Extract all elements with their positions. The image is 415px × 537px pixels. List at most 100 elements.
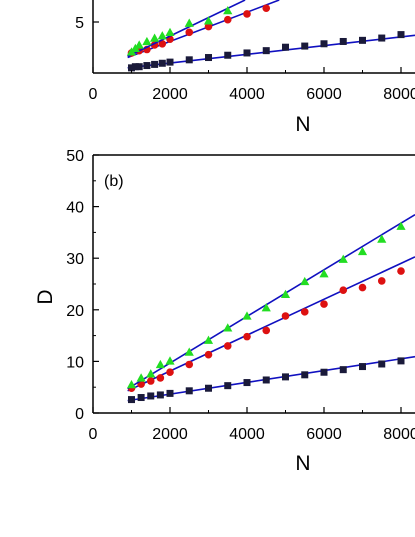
panel-bottom-point-square bbox=[243, 379, 251, 387]
panel-bottom-y-axis-label: D bbox=[34, 289, 57, 304]
panel-top-point-square bbox=[151, 60, 159, 68]
panel-bottom-point-circle bbox=[185, 360, 194, 369]
panel-bottom-panel-label: (b) bbox=[104, 173, 124, 190]
panel-top-fit-line-square bbox=[127, 34, 415, 69]
panel-top-point-circle bbox=[185, 28, 194, 37]
panel-bottom-point-triangle bbox=[184, 347, 194, 356]
panel-bottom-point-triangle bbox=[242, 311, 252, 320]
panel-top-x-tick-label: 0 bbox=[89, 86, 98, 103]
panel-bottom-point-circle bbox=[146, 377, 155, 385]
panel-bottom-point-square bbox=[128, 396, 135, 404]
panel-bottom-point-circle bbox=[156, 374, 165, 382]
panel-top-point-square bbox=[243, 49, 251, 57]
panel-top-point-square bbox=[301, 42, 309, 50]
panel-bottom-point-square bbox=[282, 373, 289, 381]
panel-top-point-square bbox=[131, 63, 139, 71]
panel-top-point-square bbox=[397, 31, 405, 39]
panel-bottom-point-triangle bbox=[165, 356, 175, 365]
panel-top-point-square bbox=[224, 51, 232, 59]
panel-bottom-y-tick-label: 20 bbox=[66, 303, 84, 320]
panel-top-point-square bbox=[158, 59, 166, 67]
panel-top-point-circle bbox=[158, 39, 167, 48]
panel-bottom-point-square bbox=[320, 368, 328, 376]
panel-bottom-point-square bbox=[378, 360, 386, 368]
panel-bottom-point-triangle bbox=[280, 289, 291, 298]
panel-bottom-point-circle bbox=[339, 286, 348, 294]
panel-bottom-x-tick-label: 4000 bbox=[229, 426, 265, 443]
panel-bottom-point-circle bbox=[358, 283, 367, 292]
panel-bottom-point-triangle bbox=[396, 221, 406, 230]
panel-top-point-square bbox=[339, 37, 347, 45]
panel-top-point-square bbox=[143, 62, 151, 70]
panel-bottom-point-square bbox=[166, 389, 174, 397]
panel-bottom-x-tick-label: 6000 bbox=[306, 426, 342, 443]
panel-top-point-square bbox=[320, 40, 328, 48]
panel-bottom-point-triangle bbox=[377, 234, 387, 243]
panel-bottom-point-triangle bbox=[357, 246, 368, 256]
panel-bottom-point-square bbox=[205, 384, 212, 392]
panel-top-point-triangle bbox=[223, 5, 233, 15]
panel-bottom-point-square bbox=[156, 391, 164, 399]
panel-bottom-point-circle bbox=[223, 342, 232, 350]
panel-bottom-point-triangle bbox=[146, 369, 156, 378]
panel-bottom-point-square bbox=[301, 371, 309, 379]
panel-bottom-point-circle bbox=[281, 312, 290, 320]
panel-top-point-square bbox=[262, 47, 270, 55]
panel-bottom-point-circle bbox=[397, 267, 405, 275]
panel-top-x-axis-label: N bbox=[295, 113, 310, 136]
panel-top-point-triangle bbox=[184, 18, 194, 27]
panel-top-x-tick-label: 2000 bbox=[152, 86, 188, 103]
panel-top-plot-area bbox=[126, 0, 415, 72]
panel-bottom-plot-area bbox=[126, 213, 415, 404]
panel-bottom-y-tick-label: 30 bbox=[66, 251, 84, 268]
panel-top-point-triangle bbox=[203, 16, 214, 25]
panel-top-point-square bbox=[135, 63, 143, 71]
panel-bottom-y-tick-label: 0 bbox=[75, 406, 84, 423]
panel-bottom-y-tick-label: 50 bbox=[66, 148, 84, 165]
panel-top-point-circle bbox=[223, 15, 232, 24]
panel-top-point-triangle bbox=[150, 33, 160, 42]
panel-bottom-point-circle bbox=[320, 300, 328, 308]
panel-bottom-point-circle bbox=[262, 326, 271, 335]
panel-bottom-fit-line-circle bbox=[127, 256, 415, 392]
panel-bottom-point-circle bbox=[300, 308, 309, 316]
panel-bottom-point-square bbox=[262, 376, 270, 384]
panel-top-x-tick-label: 8000 bbox=[383, 86, 415, 103]
panel-top-point-triangle bbox=[157, 31, 167, 40]
panel-top-fit-line-triangle bbox=[127, 0, 246, 58]
panel-top: N 0 2000 4000 6000 8000 5 bbox=[75, 0, 415, 136]
panel-bottom-x-tick-label: 2000 bbox=[152, 426, 188, 443]
panel-top-y-tick-label: 5 bbox=[75, 15, 84, 32]
panel-top-point-circle bbox=[204, 22, 213, 31]
panel-bottom-y-tick-label: 10 bbox=[66, 354, 84, 371]
panel-bottom-point-triangle bbox=[300, 276, 310, 286]
panel-bottom-point-circle bbox=[166, 368, 174, 377]
panel-top-point-square bbox=[282, 43, 289, 51]
panel-bottom-point-square bbox=[339, 366, 347, 374]
panel-bottom-x-tick-label: 8000 bbox=[383, 426, 415, 443]
panel-bottom-fit-line-square bbox=[127, 355, 415, 402]
panel-top-point-square bbox=[359, 36, 366, 44]
panel-top-point-triangle bbox=[165, 27, 175, 36]
panel-bottom-point-triangle bbox=[261, 303, 271, 312]
panel-top-point-square bbox=[205, 54, 212, 62]
panel-bottom-fit-line-triangle bbox=[127, 213, 415, 390]
panel-bottom-point-circle bbox=[243, 332, 251, 341]
panel-bottom-point-triangle bbox=[338, 254, 348, 263]
panel-bottom-point-square bbox=[397, 357, 405, 365]
panel-bottom-point-square bbox=[224, 382, 232, 390]
panel-bottom-point-triangle bbox=[136, 373, 146, 382]
panel-bottom-x-tick-label: 0 bbox=[89, 426, 98, 443]
panel-bottom-point-circle bbox=[377, 277, 386, 285]
panel-top-point-square bbox=[185, 56, 193, 64]
panel-bottom-point-triangle bbox=[223, 323, 233, 332]
panel-top-x-tick-label: 4000 bbox=[229, 86, 265, 103]
panel-top-point-triangle bbox=[134, 40, 144, 49]
panel-top-point-circle bbox=[243, 10, 251, 18]
panel-top-point-square bbox=[166, 58, 174, 66]
panel-bottom-point-square bbox=[185, 387, 193, 395]
panel-bottom-point-triangle bbox=[203, 335, 214, 344]
panel-bottom-point-square bbox=[147, 392, 155, 400]
panel-bottom-x-axis-label: N bbox=[295, 452, 310, 475]
panel-top-point-circle bbox=[262, 4, 271, 13]
